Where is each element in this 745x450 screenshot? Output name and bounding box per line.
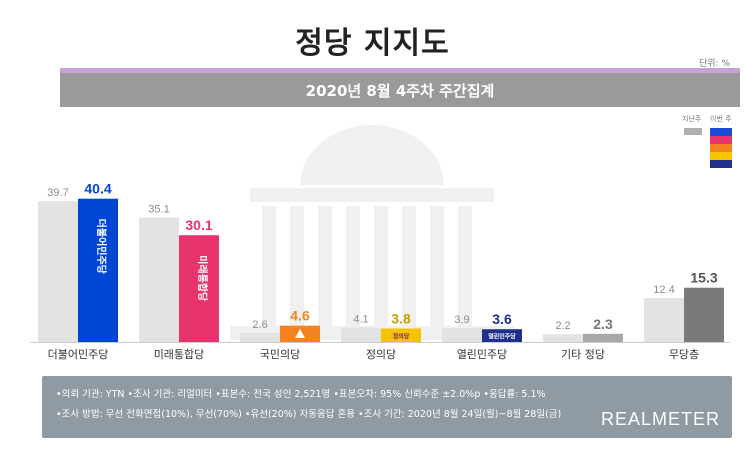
building-dome-watermark bbox=[300, 125, 444, 185]
party-logo-on-bar: 미래통합당 bbox=[196, 255, 209, 302]
category-label: 더불어민주당 bbox=[48, 348, 109, 361]
current-week-bar bbox=[381, 328, 421, 342]
building-column-watermark bbox=[346, 206, 360, 326]
legend-current-swatch bbox=[710, 152, 732, 160]
party-logo-on-bar: 더불어민주당 bbox=[95, 219, 108, 275]
building-column-watermark bbox=[318, 206, 332, 326]
current-week-value-label: 2.3 bbox=[593, 316, 613, 332]
survey-info-line-2: •조사 방법: 무선 전화면접(10%), 무선(70%) •유선(20%) 자… bbox=[56, 409, 562, 420]
legend-previous-swatch bbox=[684, 128, 702, 135]
current-week-value-label: 30.1 bbox=[185, 217, 212, 233]
chart-title: 정당 지지도 bbox=[295, 26, 450, 61]
previous-week-bar bbox=[543, 334, 583, 342]
previous-week-value-label: 2.2 bbox=[555, 320, 570, 332]
category-label: 정의당 bbox=[366, 348, 396, 361]
building-column-watermark bbox=[430, 206, 444, 326]
unit-label: 단위: % bbox=[698, 59, 730, 69]
previous-week-bar bbox=[442, 328, 482, 342]
previous-week-value-label: 4.1 bbox=[353, 313, 368, 325]
previous-week-bar bbox=[644, 298, 684, 342]
category-label: 무당층 bbox=[669, 348, 699, 361]
legend-current-swatch bbox=[710, 144, 732, 152]
legend: 지난주 이번 주 bbox=[682, 114, 738, 174]
building-roof-watermark bbox=[250, 188, 494, 202]
category-label: 국민의당 bbox=[260, 348, 300, 361]
previous-week-value-label: 35.1 bbox=[148, 203, 169, 215]
building-column-watermark bbox=[374, 206, 388, 326]
current-week-value-label: 15.3 bbox=[690, 270, 717, 286]
legend-current-swatch bbox=[710, 128, 732, 136]
previous-week-bar bbox=[139, 217, 179, 342]
current-week-value-label: 40.4 bbox=[84, 181, 111, 197]
legend-current-swatch bbox=[710, 160, 732, 168]
previous-week-value-label: 12.4 bbox=[653, 284, 674, 296]
previous-week-value-label: 2.6 bbox=[252, 319, 267, 331]
current-week-bar bbox=[482, 329, 522, 342]
current-week-bar bbox=[179, 235, 219, 342]
legend-current-label: 이번 주 bbox=[710, 115, 732, 123]
building-column-watermark bbox=[402, 206, 416, 326]
survey-info-footer: •의뢰 기관: YTN •조사 기관: 리얼미터 •표본수: 전국 성인 2,5… bbox=[42, 376, 732, 438]
previous-week-bar bbox=[38, 201, 78, 342]
party-logo-icon bbox=[295, 329, 305, 338]
previous-week-bar bbox=[240, 332, 280, 342]
survey-info-line-1: •의뢰 기관: YTN •조사 기관: 리얼미터 •표본수: 전국 성인 2,5… bbox=[56, 389, 546, 400]
current-week-value-label: 3.8 bbox=[391, 311, 411, 327]
current-week-bar bbox=[78, 198, 118, 342]
legend-current-swatch bbox=[710, 136, 732, 144]
category-label: 열린민주당 bbox=[457, 348, 508, 361]
previous-week-value-label: 39.7 bbox=[47, 187, 68, 199]
previous-week-value-label: 3.9 bbox=[454, 314, 469, 326]
party-logo-on-bar: 정의당 bbox=[393, 332, 410, 340]
realmeter-logo: REALMETER bbox=[600, 409, 720, 429]
building-column-watermark bbox=[262, 206, 276, 326]
party-logo-on-bar: 열린민주당 bbox=[488, 333, 516, 341]
current-week-bar bbox=[684, 287, 724, 342]
current-week-value-label: 3.6 bbox=[492, 311, 512, 327]
category-label: 기타 정당 bbox=[561, 348, 605, 361]
legend-previous-label: 지난주 bbox=[682, 115, 702, 123]
current-week-value-label: 4.6 bbox=[290, 308, 310, 324]
previous-week-bar bbox=[341, 327, 381, 342]
current-week-bar bbox=[583, 333, 623, 342]
period-banner: 2020년 8월 4주차 주간집계 bbox=[60, 73, 740, 107]
building-column-watermark bbox=[458, 206, 472, 326]
accent-line bbox=[60, 68, 740, 73]
building-column-watermark bbox=[290, 206, 304, 326]
category-label: 미래통합당 bbox=[154, 348, 205, 361]
